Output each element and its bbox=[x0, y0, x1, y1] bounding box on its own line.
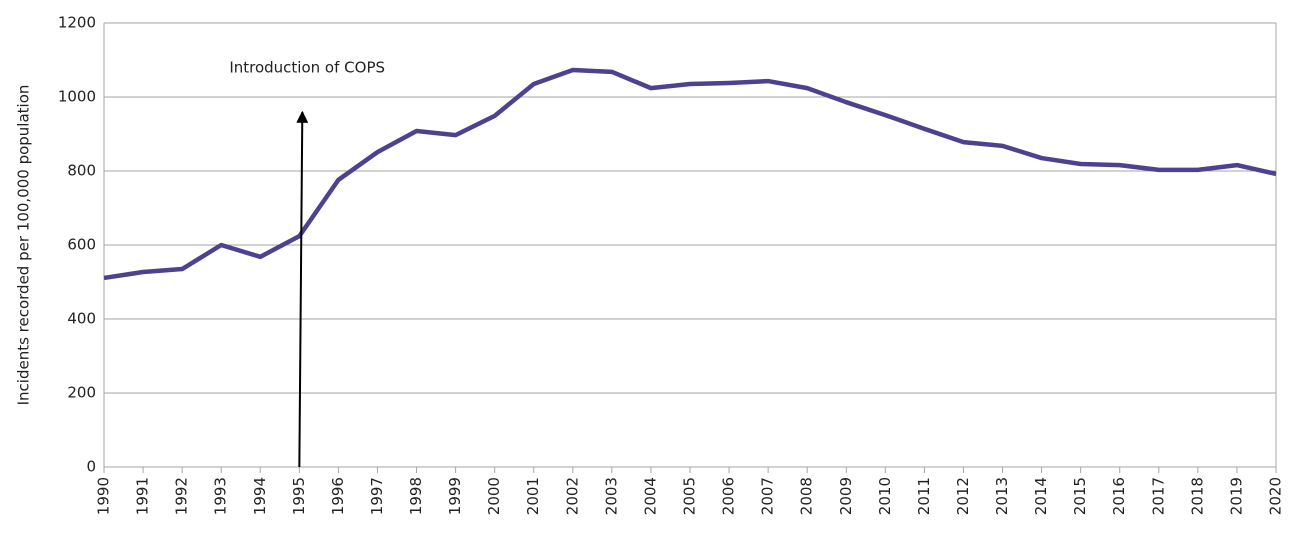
x-tick-label: 1995 bbox=[290, 477, 308, 515]
x-tick-label: 2000 bbox=[485, 477, 503, 515]
x-tick-label: 1991 bbox=[134, 477, 152, 515]
y-tick-label: 200 bbox=[67, 384, 96, 402]
x-tick-label: 2002 bbox=[563, 477, 581, 515]
x-tick-label: 2012 bbox=[954, 477, 972, 515]
x-tick-label: 2007 bbox=[759, 477, 777, 515]
x-tick-label: 2013 bbox=[993, 477, 1011, 515]
x-tick-label: 2016 bbox=[1110, 477, 1128, 515]
x-tick-label: 2019 bbox=[1227, 477, 1245, 515]
annotation-arrow bbox=[296, 110, 309, 468]
data-line bbox=[103, 67, 1277, 281]
x-tick-label: 2015 bbox=[1071, 477, 1089, 515]
x-tick-label: 1992 bbox=[173, 477, 191, 515]
x-tick-label: 2005 bbox=[681, 477, 699, 515]
x-tick-label: 2018 bbox=[1188, 477, 1206, 515]
x-tick-label: 1996 bbox=[329, 477, 347, 515]
y-tick-label: 600 bbox=[67, 236, 96, 254]
x-tick-label: 2003 bbox=[602, 477, 620, 515]
x-tick-label: 2017 bbox=[1149, 477, 1167, 515]
x-tick-label: 2020 bbox=[1267, 477, 1285, 515]
x-tick-label: 2014 bbox=[1032, 477, 1050, 515]
x-tick-label: 1994 bbox=[251, 477, 269, 515]
x-tick-label: 2004 bbox=[641, 477, 659, 515]
x-tick-label: 1998 bbox=[407, 477, 425, 515]
x-tick-label: 1993 bbox=[212, 477, 230, 515]
x-tick-label: 2010 bbox=[876, 477, 894, 515]
x-tick-label: 2011 bbox=[915, 477, 933, 515]
x-tick-label: 2006 bbox=[720, 477, 738, 515]
x-tick-label: 2009 bbox=[837, 477, 855, 515]
annotation-text: Introduction of COPS bbox=[229, 59, 385, 77]
y-tick-label: 0 bbox=[86, 458, 96, 476]
y-tick-label: 400 bbox=[67, 310, 96, 328]
x-tick-label: 2001 bbox=[524, 477, 542, 515]
x-tick-label: 2008 bbox=[798, 477, 816, 515]
x-tick-label: 1997 bbox=[368, 477, 386, 515]
y-tick-label: 1000 bbox=[58, 88, 96, 106]
y-axis-label: Incidents recorded per 100,000 populatio… bbox=[15, 85, 33, 406]
x-tick-label: 1999 bbox=[446, 477, 464, 515]
x-tick-label: 1990 bbox=[95, 477, 113, 515]
y-tick-label: 800 bbox=[67, 162, 96, 180]
y-tick-label: 1200 bbox=[58, 14, 96, 32]
